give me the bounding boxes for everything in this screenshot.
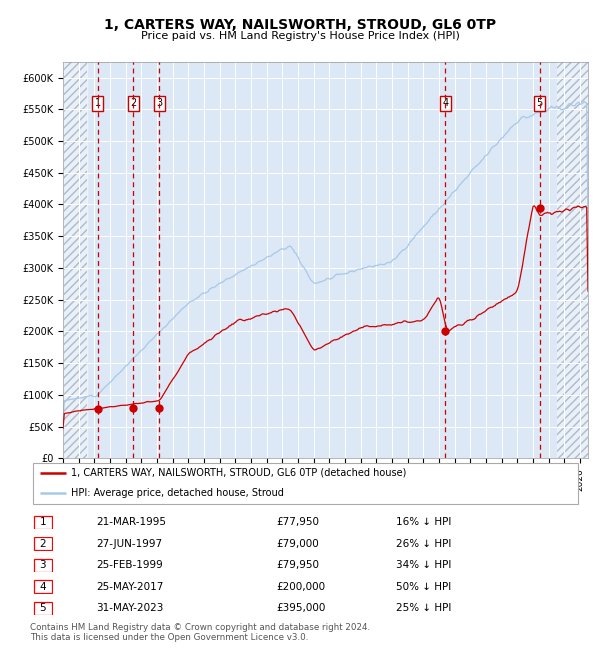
Text: 2: 2 xyxy=(130,98,136,109)
Text: £200,000: £200,000 xyxy=(276,582,325,592)
Text: 34% ↓ HPI: 34% ↓ HPI xyxy=(396,560,451,570)
Text: £79,000: £79,000 xyxy=(276,539,319,549)
Text: 1, CARTERS WAY, NAILSWORTH, STROUD, GL6 0TP: 1, CARTERS WAY, NAILSWORTH, STROUD, GL6 … xyxy=(104,18,496,32)
Text: 1: 1 xyxy=(95,98,101,109)
Text: 3: 3 xyxy=(40,560,46,570)
Text: 1, CARTERS WAY, NAILSWORTH, STROUD, GL6 0TP (detached house): 1, CARTERS WAY, NAILSWORTH, STROUD, GL6 … xyxy=(71,467,407,478)
Text: 16% ↓ HPI: 16% ↓ HPI xyxy=(396,517,451,527)
Text: £395,000: £395,000 xyxy=(276,603,325,613)
Bar xyxy=(557,62,588,458)
Text: 31-MAY-2023: 31-MAY-2023 xyxy=(96,603,163,613)
Bar xyxy=(557,62,588,458)
Text: 5: 5 xyxy=(40,603,46,613)
Text: HPI: Average price, detached house, Stroud: HPI: Average price, detached house, Stro… xyxy=(71,488,284,499)
FancyBboxPatch shape xyxy=(34,559,52,571)
Text: 50% ↓ HPI: 50% ↓ HPI xyxy=(396,582,451,592)
Text: 4: 4 xyxy=(40,582,46,592)
Bar xyxy=(63,62,86,458)
Text: 26% ↓ HPI: 26% ↓ HPI xyxy=(396,539,451,549)
Text: 25-MAY-2017: 25-MAY-2017 xyxy=(96,582,163,592)
FancyBboxPatch shape xyxy=(34,538,52,550)
Text: £79,950: £79,950 xyxy=(276,560,319,570)
Text: 2: 2 xyxy=(40,539,46,549)
Text: 5: 5 xyxy=(536,98,543,109)
FancyBboxPatch shape xyxy=(34,516,52,528)
Text: 27-JUN-1997: 27-JUN-1997 xyxy=(96,539,162,549)
Text: 21-MAR-1995: 21-MAR-1995 xyxy=(96,517,166,527)
Text: 1: 1 xyxy=(40,517,46,527)
FancyBboxPatch shape xyxy=(34,580,52,593)
Text: 25-FEB-1999: 25-FEB-1999 xyxy=(96,560,163,570)
Text: 25% ↓ HPI: 25% ↓ HPI xyxy=(396,603,451,613)
Text: Price paid vs. HM Land Registry's House Price Index (HPI): Price paid vs. HM Land Registry's House … xyxy=(140,31,460,41)
Text: 4: 4 xyxy=(442,98,448,109)
Text: 3: 3 xyxy=(157,98,163,109)
FancyBboxPatch shape xyxy=(33,463,578,504)
Text: £77,950: £77,950 xyxy=(276,517,319,527)
Bar xyxy=(63,62,86,458)
Text: Contains HM Land Registry data © Crown copyright and database right 2024.
This d: Contains HM Land Registry data © Crown c… xyxy=(30,623,370,642)
FancyBboxPatch shape xyxy=(34,602,52,614)
